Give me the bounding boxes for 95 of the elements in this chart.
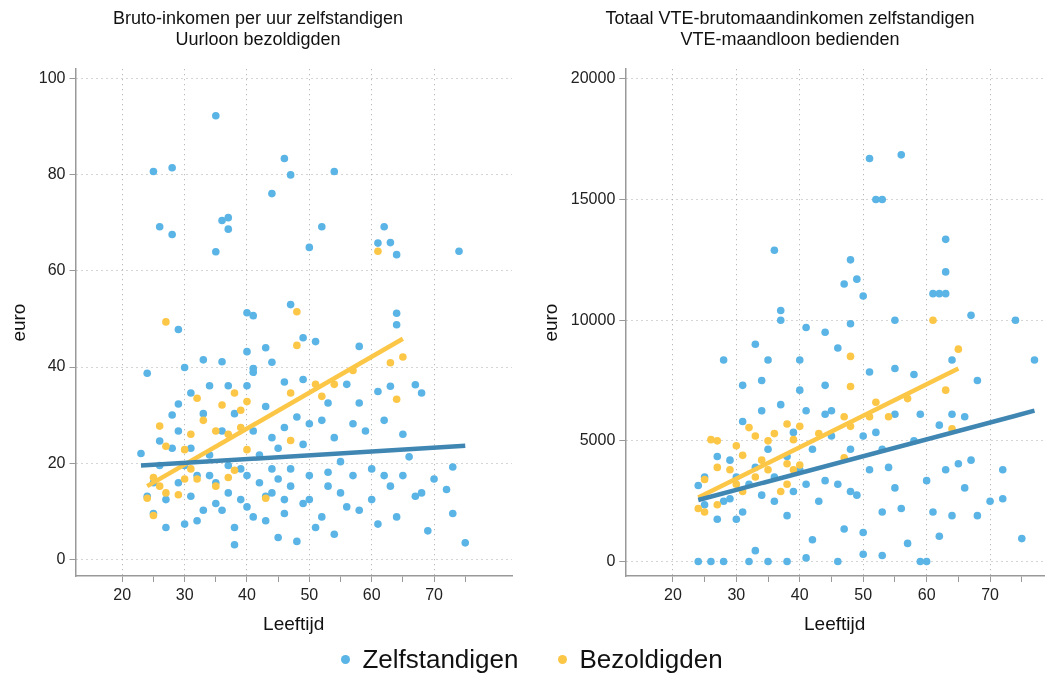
point <box>230 466 239 475</box>
point <box>789 435 798 444</box>
point <box>694 504 703 513</box>
point <box>700 508 709 516</box>
point <box>840 412 848 421</box>
point <box>293 341 301 350</box>
chart-subtitle: Uurloon bezoldigden <box>175 29 341 50</box>
point <box>732 441 741 450</box>
x-axis-title: Leeftijd <box>804 612 866 634</box>
point <box>757 456 766 464</box>
point <box>764 466 772 474</box>
point <box>795 422 804 431</box>
point <box>770 429 779 438</box>
x-tick-label: 30 <box>175 586 194 604</box>
y-axis-title: euro <box>539 303 561 342</box>
y-tick-label: 20000 <box>570 69 616 87</box>
point <box>224 473 233 482</box>
point <box>162 318 170 326</box>
point <box>286 436 295 445</box>
point <box>783 420 791 428</box>
y-tick-label: 0 <box>606 551 616 569</box>
point <box>180 475 189 483</box>
point <box>795 461 804 469</box>
point <box>884 412 893 421</box>
point <box>745 423 753 432</box>
point <box>929 316 937 324</box>
point <box>764 437 772 445</box>
point <box>187 430 195 439</box>
chart-title: Totaal VTE-brutomaandinkomen zelfstandigen <box>605 7 975 28</box>
point <box>162 442 170 451</box>
point <box>174 491 183 499</box>
point <box>162 489 170 497</box>
y-tick-label: 15000 <box>570 189 616 207</box>
point <box>751 432 760 440</box>
point <box>293 307 301 316</box>
chart-title: Bruto-inkomen per uur zelfstandigen <box>112 7 404 28</box>
point <box>954 345 963 353</box>
y-tick-label: 100 <box>38 69 66 87</box>
point <box>286 389 295 397</box>
y-tick-label: 20 <box>47 453 66 471</box>
point <box>218 401 226 409</box>
y-tick-label: 40 <box>47 357 66 375</box>
legend-label: Zelfstandigen <box>362 644 519 675</box>
point <box>330 380 339 389</box>
x-tick-label: 60 <box>362 586 381 604</box>
point <box>193 475 201 483</box>
chart-subtitle: VTE-maandloon bedienden <box>680 29 900 50</box>
x-tick-label: 30 <box>727 586 746 604</box>
point <box>199 416 208 425</box>
x-tick-label: 40 <box>790 586 809 604</box>
point <box>846 352 855 361</box>
x-tick-label: 20 <box>663 586 682 604</box>
point <box>243 397 251 406</box>
x-tick-label: 50 <box>854 586 873 604</box>
point <box>374 247 382 256</box>
point <box>738 451 747 460</box>
point <box>783 480 791 489</box>
x-axis-title: Leeftijd <box>263 612 325 634</box>
point <box>187 465 195 473</box>
point <box>846 382 855 391</box>
point <box>243 445 251 454</box>
x-tick-label: 50 <box>300 586 319 604</box>
x-tick-label: 70 <box>981 586 1000 604</box>
point <box>155 482 164 490</box>
point <box>155 422 164 430</box>
point <box>713 463 722 472</box>
point <box>318 392 326 401</box>
y-tick-label: 80 <box>47 165 66 183</box>
x-tick-label: 40 <box>238 586 256 604</box>
point <box>726 466 734 474</box>
point <box>713 437 722 445</box>
y-tick-label: 0 <box>56 549 66 567</box>
x-tick-label: 20 <box>113 586 132 604</box>
x-tick-label: 70 <box>425 586 444 604</box>
point <box>751 473 760 481</box>
point <box>872 398 880 407</box>
legend-label: Bezoldigden <box>579 644 723 675</box>
point <box>713 501 722 509</box>
y-tick-label: 5000 <box>579 431 616 449</box>
point <box>399 353 407 361</box>
point <box>392 395 401 404</box>
point <box>193 394 201 403</box>
point <box>386 358 395 367</box>
point <box>230 389 239 397</box>
point <box>180 445 189 454</box>
point <box>707 435 715 444</box>
point <box>212 427 220 435</box>
y-tick-label: 10000 <box>570 310 616 328</box>
y-axis-title: euro <box>7 303 29 342</box>
x-tick-label: 60 <box>917 586 936 604</box>
point <box>783 459 791 468</box>
y-tick-label: 60 <box>47 261 66 279</box>
point <box>236 406 245 415</box>
point <box>941 386 950 394</box>
point <box>776 487 785 496</box>
